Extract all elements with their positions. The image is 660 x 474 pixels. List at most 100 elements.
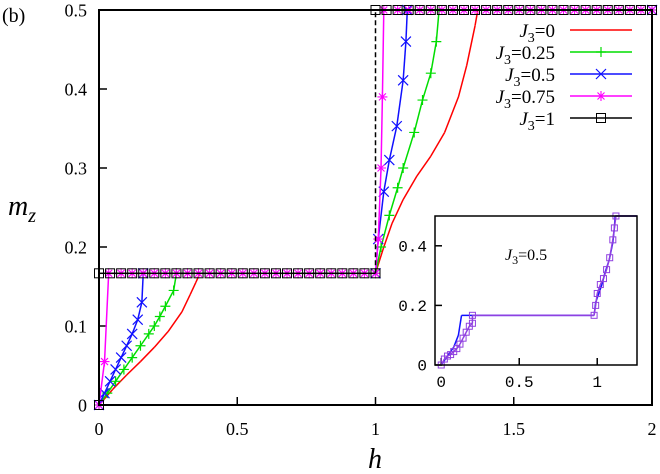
series-line-segment [123,357,133,370]
square-marker [127,268,138,279]
square-marker [326,268,337,279]
x-tick-label: 2 [648,419,657,439]
series-line-segment [443,96,460,133]
series-line-segment [416,155,432,177]
x-tick-label: 0 [436,374,446,392]
legend-label: J3=0.5 [505,65,555,90]
inset-annotation-value: =0.5 [518,247,547,264]
star-marker [376,163,387,173]
series-line-segment [402,41,407,81]
series-line-segment [131,319,139,335]
series-line-segment [413,99,424,133]
square-marker [599,275,607,283]
legend-label-value: =0.25 [511,43,555,64]
plus-marker [431,36,442,47]
star-marker [596,91,606,101]
legend-label: J3=1 [519,109,555,134]
y-tick-label: 0.1 [65,316,88,336]
inset-annotation-sub: 3 [512,253,518,267]
plus-marker [398,163,409,173]
square-marker [116,268,127,279]
series-line-segment [114,369,125,382]
legend-item: J3=0.25 [496,43,632,68]
square-marker [282,268,293,279]
plot-frame [98,9,653,406]
square-marker [171,268,182,279]
series-line-segment [125,333,133,347]
square-marker [204,268,215,279]
series-line-segment [103,273,110,362]
y-tick-label: 0 [417,358,427,376]
y-tick-label: 0.5 [65,0,88,20]
plus-marker [409,127,420,138]
legend-label-sub: 3 [504,97,511,112]
square-marker [226,268,237,279]
plus-marker [118,364,129,375]
cross-marker [595,68,607,80]
star-marker [373,234,384,245]
square-marker [193,268,204,279]
cross-marker [400,36,412,48]
cross-marker [115,352,127,364]
y-tick-label: 0.2 [398,298,427,316]
series-line-segment [388,187,399,216]
cross-marker [110,364,122,375]
square-marker [215,268,226,279]
star-marker [99,356,110,367]
cross-marker [104,375,116,387]
square-marker [337,268,348,279]
square-marker [596,113,606,123]
series-line-segment [148,325,155,335]
series-line-segment [103,380,111,394]
square-marker [237,268,248,279]
series-line-segment [153,316,161,327]
legend-label-sub: 3 [528,31,535,46]
legend-label-main: J [519,21,529,42]
square-marker [293,268,304,279]
plot-frame [434,215,638,366]
series-line-segment [380,96,384,169]
series-line-segment [457,65,468,98]
series-line-segment [391,199,404,224]
series-line-segment [402,175,418,200]
series-line-segment [388,125,398,161]
series-line-segment [374,239,380,274]
series-line-segment [380,215,391,248]
legend-label-value: =1 [535,109,555,130]
series-line-segment [456,343,461,350]
square-marker [468,311,476,319]
series-line-segment [189,282,197,295]
series-line-segment [602,269,608,279]
cross-marker [136,296,148,308]
y-tick-label: 0.4 [398,238,427,256]
series-line-segment [159,305,167,317]
series-line-segment [605,257,611,270]
panel-label: (b) [2,5,25,27]
plus-marker [417,95,428,106]
legend-label-main: J [496,43,506,64]
plus-marker [425,68,436,79]
series-line-segment [383,223,393,248]
series-line-segment [612,227,616,240]
x-tick-label: 1 [371,419,380,439]
plus-marker [143,328,154,339]
cross-marker [121,340,133,352]
x-tick-label: 1.5 [503,419,526,439]
plus-marker [596,47,606,57]
legend-label-value: =0.5 [521,65,555,86]
legend-label-value: =0.75 [511,87,555,108]
plus-marker [168,285,179,296]
square-marker [593,289,601,297]
legend-label-sub: 3 [528,119,535,134]
plus-marker [149,321,160,331]
x-tick-label: 0.5 [505,374,534,392]
series-line-segment [435,9,440,42]
legend-item: J3=0.75 [496,87,632,112]
series-line-segment [383,159,391,192]
series-line-segment [613,215,617,229]
y-tick-label: 0.4 [65,79,88,99]
legend-item: J3=1 [519,109,632,134]
legend-label-value: =0 [535,21,555,42]
